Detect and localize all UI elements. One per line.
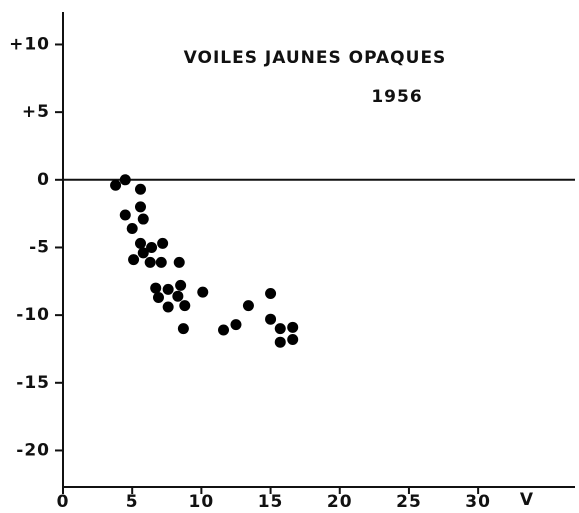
point (177, 323, 189, 335)
point (242, 300, 254, 312)
x-tick-label: 20 (327, 492, 353, 512)
point (128, 254, 140, 266)
point (146, 241, 158, 253)
point (230, 319, 242, 331)
point (144, 256, 156, 268)
point (287, 321, 299, 333)
point (134, 201, 146, 213)
point (287, 333, 299, 345)
point (172, 290, 184, 302)
point (137, 213, 149, 225)
point (197, 286, 209, 298)
point (162, 301, 174, 313)
x-tick-label: 0 (57, 492, 70, 512)
x-tick-label: 30 (465, 492, 491, 512)
x-tick-label: 15 (258, 492, 284, 512)
chart-title: VOILES JAUNES OPAQUES (184, 48, 447, 68)
x-axis-label: V (520, 490, 534, 510)
y-tick-label: +10 (9, 34, 50, 54)
x-tick-label: 25 (396, 492, 422, 512)
point (162, 283, 174, 295)
y-tick-label: 0 (37, 170, 50, 190)
point (173, 256, 185, 268)
point (175, 279, 187, 291)
point (274, 336, 286, 348)
point (152, 292, 164, 304)
point (126, 223, 138, 235)
x-tick-label: 10 (189, 492, 215, 512)
y-tick-label: +5 (22, 102, 50, 122)
y-tick-label: -10 (16, 305, 50, 325)
point (110, 179, 122, 191)
chart-subtitle: 1956 (371, 87, 422, 107)
y-tick-label: -20 (16, 440, 50, 460)
point (119, 174, 131, 186)
point (274, 323, 286, 335)
point (150, 282, 162, 294)
point (265, 287, 277, 299)
point (157, 237, 169, 249)
x-tick-label: 5 (126, 492, 139, 512)
point (155, 256, 167, 268)
y-tick-label: -5 (29, 237, 50, 257)
point (134, 183, 146, 195)
point (218, 324, 230, 336)
point (265, 313, 277, 325)
point (119, 209, 131, 221)
point (134, 237, 146, 249)
point (137, 247, 149, 259)
point (179, 300, 191, 312)
y-tick-label: -15 (16, 373, 50, 393)
